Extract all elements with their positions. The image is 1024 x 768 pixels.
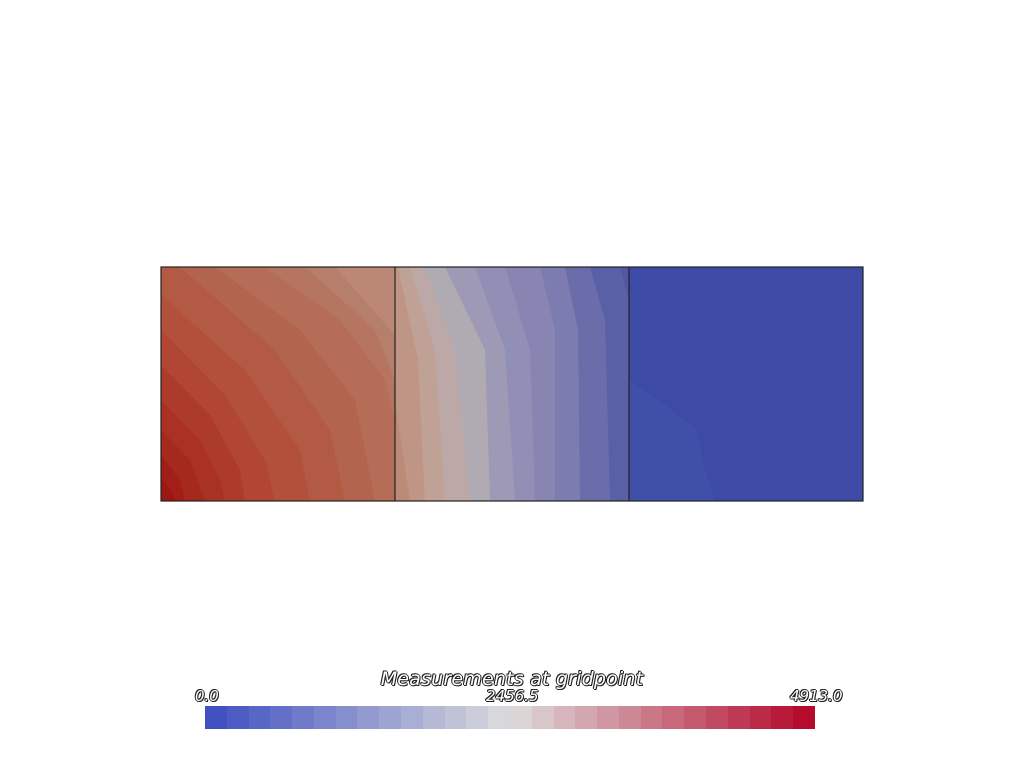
colorbar-band [749, 706, 772, 729]
colorbar-band [270, 706, 293, 729]
colorbar-band [248, 706, 271, 729]
colorbar-band [292, 706, 314, 729]
mesh-cell-left [161, 267, 395, 501]
colorbar-band [357, 706, 380, 729]
mesh-cell-right [629, 267, 863, 501]
colorbar-band [553, 706, 576, 729]
colorbar-band [662, 706, 685, 729]
colorbar-band [205, 706, 227, 729]
colorbar-band [618, 706, 641, 729]
colorbar-band [575, 706, 598, 729]
colorbar-band [444, 706, 467, 729]
colorbar-band [488, 706, 510, 729]
colorbar-band [684, 706, 706, 729]
colorbar-band [422, 706, 445, 729]
colorbar-band [793, 706, 815, 729]
colorbar-min-label: 0.0 [195, 687, 219, 705]
colorbar-band [771, 706, 794, 729]
colorbar-band [335, 706, 358, 729]
colorbar-band [531, 706, 554, 729]
colorbar [205, 706, 815, 729]
mesh-cell-middle [395, 267, 629, 501]
colorbar-band [466, 706, 489, 729]
colorbar-title: Measurements at gridpoint [380, 668, 644, 690]
colorbar-band [509, 706, 532, 729]
mesh-edges [160, 266, 864, 502]
colorbar-band [597, 706, 619, 729]
colorbar-band [640, 706, 663, 729]
colorbar-band [226, 706, 249, 729]
colorbar-band [313, 706, 336, 729]
colorbar-band [705, 706, 728, 729]
colorbar-band [379, 706, 402, 729]
colorbar-max-label: 4913.0 [790, 687, 843, 705]
colorbar-band [401, 706, 423, 729]
colorbar-band [727, 706, 750, 729]
colorbar-mid-label: 2456.5 [486, 687, 539, 705]
